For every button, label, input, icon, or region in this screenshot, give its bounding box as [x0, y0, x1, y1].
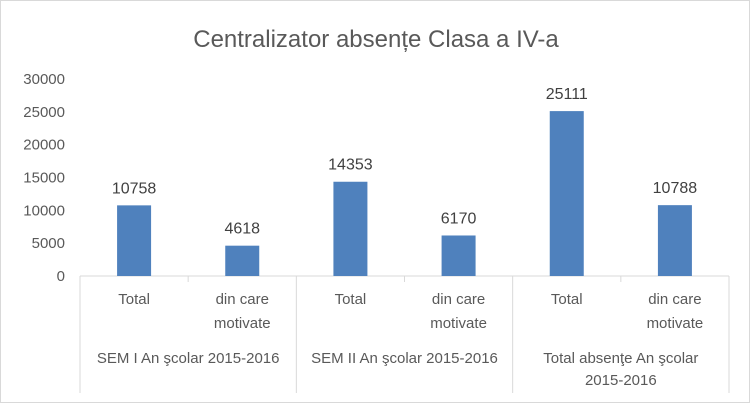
data-label: 4618	[224, 221, 260, 238]
y-tick-label: 30000	[23, 71, 65, 88]
bar	[225, 245, 260, 276]
data-label: 10758	[112, 180, 157, 197]
y-tick-label: 15000	[23, 170, 65, 187]
group-label: SEM I An şcolar 2015-2016	[97, 350, 280, 367]
group-label: SEM II An şcolar 2015-2016	[311, 350, 498, 367]
labels-layer: 10758 Total 4618 din care motivate SEM I An ş…	[97, 86, 703, 389]
category-label: motivate	[430, 315, 487, 332]
y-tick-label: 20000	[23, 137, 65, 154]
data-label: 25111	[546, 86, 588, 103]
bars-layer	[117, 111, 692, 276]
category-label: Total	[551, 291, 583, 308]
group-label: 2015-2016	[585, 372, 657, 389]
category-label: din care	[216, 291, 269, 308]
bar	[441, 235, 476, 276]
group-label: Total absenţe An şcolar	[543, 350, 698, 367]
category-label: Total	[335, 291, 367, 308]
category-label: Total	[118, 291, 150, 308]
bar	[549, 111, 584, 276]
data-label: 6170	[441, 210, 477, 227]
bar	[117, 205, 152, 276]
chart-title: Centralizator absențe Clasa a IV-a	[193, 26, 559, 53]
category-label: motivate	[214, 315, 271, 332]
data-label: 14353	[328, 157, 373, 174]
y-tick-label: 0	[57, 268, 65, 285]
axes-layer: 0 5000 10000 15000 20000 25000 30000	[23, 71, 730, 393]
bar	[657, 205, 692, 276]
y-tick-label: 10000	[23, 202, 65, 219]
y-tick-label: 25000	[23, 104, 65, 121]
category-label: din care	[432, 291, 485, 308]
category-label: din care	[648, 291, 701, 308]
y-tick-label: 5000	[32, 235, 65, 252]
bar	[333, 181, 368, 276]
category-label: motivate	[647, 315, 704, 332]
data-label: 10788	[653, 180, 698, 197]
